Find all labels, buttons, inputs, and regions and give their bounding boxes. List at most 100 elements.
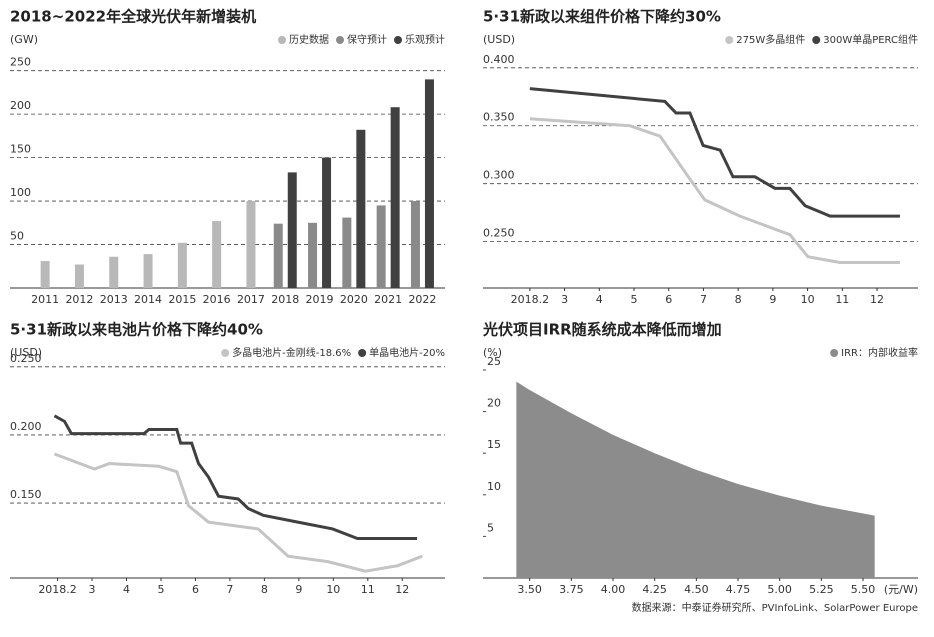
- bar: [342, 217, 352, 288]
- line: [53, 414, 418, 540]
- chart-title: 5·31新政以来组件价格下降约30%: [483, 8, 721, 26]
- x-tick-label: 12: [870, 293, 884, 306]
- x-tick-label: 12: [395, 583, 409, 596]
- bar: [410, 201, 420, 288]
- legend-marker: [830, 349, 839, 357]
- x-tick-label: 2018.2: [511, 293, 550, 306]
- y-tick-label: 15: [487, 438, 501, 451]
- x-tick-label: 2019: [306, 293, 334, 306]
- x-tick-label: 5.00: [767, 583, 792, 596]
- bar: [40, 261, 50, 288]
- y-axis-label: (GW): [10, 33, 38, 46]
- y-tick-label: 0.350: [483, 111, 515, 124]
- bar: [109, 256, 119, 288]
- x-tick-label: 2022: [408, 293, 436, 306]
- x-tick-label: 2016: [203, 293, 231, 306]
- legend-label: 300W单晶PERC组件: [823, 33, 918, 46]
- x-tick-label: 8: [735, 293, 742, 306]
- x-tick-label: 4.50: [684, 583, 709, 596]
- x-tick-label: 10: [326, 583, 340, 596]
- x-axis-label: (元/W): [884, 583, 918, 596]
- x-tick-label: 2015: [168, 293, 196, 306]
- x-tick-label: 5: [157, 583, 164, 596]
- bar: [308, 222, 318, 288]
- legend-label: 保守预计: [347, 33, 387, 46]
- bar: [322, 157, 332, 288]
- y-tick-label: 0.300: [483, 169, 515, 182]
- x-tick-label: 5.50: [851, 583, 876, 596]
- x-tick-label: 3: [561, 293, 568, 306]
- x-tick-label: 9: [769, 293, 776, 306]
- y-axis-label: (%): [483, 346, 502, 359]
- line: [529, 87, 900, 218]
- x-tick-label: 2018: [271, 293, 299, 306]
- y-tick-label: 25: [487, 355, 501, 368]
- y-tick-label: 0.150: [10, 488, 42, 501]
- y-tick-label: 200: [10, 99, 31, 112]
- x-tick-label: 4: [123, 583, 130, 596]
- bar: [212, 221, 222, 288]
- x-tick-label: 3.50: [517, 583, 542, 596]
- bar: [390, 107, 400, 288]
- x-tick-label: 5: [631, 293, 638, 306]
- y-tick-label: 5: [487, 521, 494, 534]
- bar: [177, 242, 187, 288]
- x-tick-label: 10: [801, 293, 815, 306]
- bar: [246, 201, 256, 288]
- legend-marker: [394, 36, 402, 44]
- chart-title: 光伏项目IRR随系统成本降低而增加: [482, 321, 722, 339]
- x-tick-label: 2011: [31, 293, 59, 306]
- legend-marker: [221, 349, 230, 357]
- x-tick-label: 5.25: [809, 583, 834, 596]
- chart-title: 5·31新政以来电池片价格下降约40%: [10, 321, 263, 339]
- x-tick-label: 11: [361, 583, 375, 596]
- source-note: 数据来源：中泰证券研究所、PVInfoLink、SolarPower Europ…: [632, 601, 918, 614]
- y-tick-label: 50: [10, 230, 24, 243]
- bar: [356, 129, 366, 288]
- x-tick-label: 6: [665, 293, 672, 306]
- y-tick-label: 0.250: [483, 227, 515, 240]
- x-tick-label: 4.25: [642, 583, 667, 596]
- legend-marker: [336, 36, 344, 44]
- x-tick-label: 4.00: [601, 583, 626, 596]
- legend-marker: [358, 349, 367, 357]
- x-tick-label: 7: [700, 293, 707, 306]
- y-tick-label: 10: [487, 480, 501, 493]
- y-tick-label: 0.200: [10, 420, 42, 433]
- bar: [376, 205, 386, 288]
- y-tick-label: 150: [10, 143, 31, 156]
- y-tick-label: 0.400: [483, 53, 515, 66]
- legend-marker: [812, 36, 821, 44]
- line: [53, 452, 423, 573]
- x-tick-label: 6: [192, 583, 199, 596]
- x-tick-label: 3.75: [559, 583, 584, 596]
- x-tick-label: 2013: [100, 293, 128, 306]
- x-tick-label: 7: [226, 583, 233, 596]
- x-tick-label: 9: [295, 583, 302, 596]
- x-tick-label: 4: [596, 293, 603, 306]
- x-tick-label: 2017: [237, 293, 265, 306]
- area: [516, 381, 875, 578]
- x-tick-label: 11: [835, 293, 849, 306]
- chart-title: 2018~2022年全球光伏年新增装机: [10, 8, 256, 26]
- y-tick-label: 100: [10, 186, 31, 199]
- legend-marker: [278, 36, 286, 44]
- y-tick-label: 250: [10, 56, 31, 69]
- y-tick-label: 0.250: [10, 352, 42, 365]
- x-tick-label: 8: [261, 583, 268, 596]
- x-tick-label: 3: [89, 583, 96, 596]
- legend-label: 乐观预计: [405, 33, 445, 46]
- bar: [287, 172, 297, 288]
- legend-marker: [725, 36, 734, 44]
- legend-label: 275W多晶组件: [736, 33, 805, 46]
- x-tick-label: 2012: [65, 293, 93, 306]
- bar: [424, 79, 434, 288]
- x-tick-label: 2014: [134, 293, 162, 306]
- bar: [143, 254, 153, 288]
- legend-label: 单晶电池片-20%: [369, 346, 445, 359]
- y-axis-label: (USD): [10, 346, 42, 359]
- legend-label: 历史数据: [289, 33, 329, 46]
- legend-label: 多晶电池片-金刚线-18.6%: [232, 346, 351, 359]
- y-tick-label: 20: [487, 397, 501, 410]
